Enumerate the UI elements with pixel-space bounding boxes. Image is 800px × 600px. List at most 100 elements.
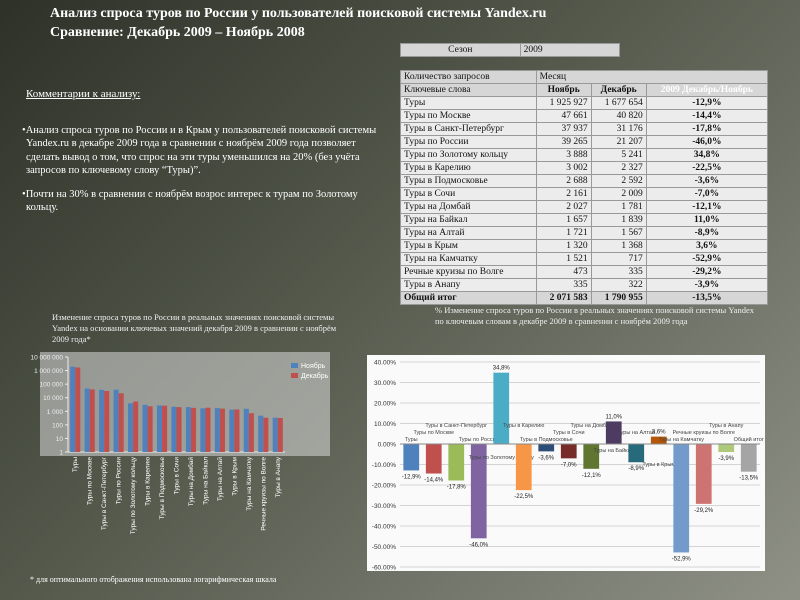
y-tick-label: 1 000 [47,409,64,416]
cell: 2 009 [590,187,647,201]
row: Туры по Золотому кольцу 3 888 5 241 34,8% [400,148,769,162]
category-label: Туры в Анапу [709,423,743,429]
cell: Туры в Анапу [400,278,537,292]
row: Туры 1 925 927 1 677 654 -12,9% [400,96,769,110]
cell: Туры в Подмосковье [400,174,537,188]
bar [142,404,148,452]
category-label: Туры [405,437,418,443]
bar [605,421,622,444]
cell: Туры в Крым [400,239,537,253]
cell: -52,9% [645,252,769,266]
x-tick-label: Туры на Домбай [187,457,195,507]
data-label: -3,9% [718,456,734,462]
bar [214,408,220,452]
cell: -12,9% [645,96,769,110]
chart-title: Изменение спроса туров по России в реаль… [52,312,337,344]
cell: 335 [535,278,592,292]
category-label: Туры в Сочи [553,430,585,436]
cell: 473 [535,265,592,279]
data-label: 34,8% [493,366,511,372]
x-tick-label: Туры на Алтай [216,457,224,502]
y-tick-label: 10 000 000 [30,355,63,362]
row: Речные круизы по Волге 473 335 -29,2% [400,265,769,279]
cell: -13,5% [645,291,769,305]
y-tick-label: 1 000 000 [34,368,63,375]
data-label: -52,9% [672,556,692,562]
row: Туры в Карелию 3 002 2 327 -22,5% [400,161,769,175]
row: Туры в Анапу 335 322 -3,9% [400,278,769,292]
cell: -12,1% [645,200,769,214]
cell: 2 688 [535,174,592,188]
x-tick-label: Туры [72,457,79,472]
bar [258,415,264,452]
cell: -29,2% [645,265,769,279]
bar [425,444,442,474]
row: Туры в Санкт-Петербург 37 937 31 176 -17,8% [400,122,769,136]
legend-label: Ноябрь [301,362,326,370]
bar [538,444,555,452]
plot-area [40,352,330,456]
cell: 3 002 [535,161,592,175]
row: Туры на Домбай 2 027 1 781 -12,1% [400,200,769,214]
category-label: Общий итог [734,436,764,443]
cell: -7,0% [645,187,769,201]
bar [515,444,532,491]
cell: 11,0% [645,213,769,227]
chart-title: % Изменение спроса туров по России в реа… [435,305,754,326]
x-tick-label: Речные круизы по Волге [260,457,267,531]
x-tick-label: Туры в Санкт-Петербург [100,456,108,530]
cell: Туры по Золотому кольцу [400,148,537,162]
data-label: -7,0% [561,462,577,468]
cell: Туры на Камчатку [400,252,537,266]
cell: Туры в Карелию [400,161,537,175]
cell: 3,6% [645,239,769,253]
category-label: Туры в Карелию [503,423,544,429]
category-label: Туры на Байкал [594,447,634,454]
cell: Туры в Сочи [400,187,537,201]
bar [205,407,211,452]
subtitle: Сравнение: Декабрь 2009 – Ноябрь 2008 [50,25,305,40]
y-tick-label: 40.00% [374,360,396,367]
bar [403,444,420,471]
y-tick-label: 0.00% [378,442,397,449]
cell: Месяц [535,70,769,84]
cell: 1 521 [535,252,592,266]
cell: 1 677 654 [590,96,647,110]
cell: 2 027 [535,200,592,214]
bar [185,407,191,452]
cell: 47 661 [535,109,592,123]
y-tick-label: 30.00% [374,380,396,387]
bar [234,409,240,452]
cell: 1 368 [590,239,647,253]
y-tick-label: 10 [56,436,64,443]
cell: 5 241 [590,148,647,162]
bar [171,406,177,452]
cell: 2 071 583 [535,291,592,305]
y-tick-label: -40.00% [372,524,396,531]
row: Общий итог 2 071 583 1 790 955 -13,5% [400,291,769,305]
x-tick-label: Туры по России [116,457,123,505]
bar [104,391,110,452]
y-tick-label: 1 [59,450,63,457]
row: Туры на Алтай 1 721 1 567 -8,9% [400,226,769,240]
footnote: * для оптимального отображения использов… [30,575,277,584]
legend-swatch [291,373,298,378]
bar [718,444,735,452]
data-label: -8,9% [628,466,644,472]
row: Туры в Сочи 2 161 2 009 -7,0% [400,187,769,201]
cell: Туры по Москве [400,109,537,123]
x-tick-label: Туры в Крым [231,456,238,495]
cell: Туры по России [400,135,537,149]
bar [84,388,90,452]
cell: 2009 [519,43,621,57]
category-label: Туры на Домбай [570,422,612,429]
bar [583,444,600,469]
x-tick-label: Туры в Сочи [174,457,181,495]
bar [75,367,81,452]
bar [470,444,487,539]
y-tick-label: 100 [52,422,63,429]
x-tick-label: Туры на Камчатку [246,456,253,511]
y-tick-label: 10.00% [374,421,396,428]
row: Туры на Камчатку 1 521 717 -52,9% [400,252,769,266]
data-label: -12,1% [582,473,602,479]
